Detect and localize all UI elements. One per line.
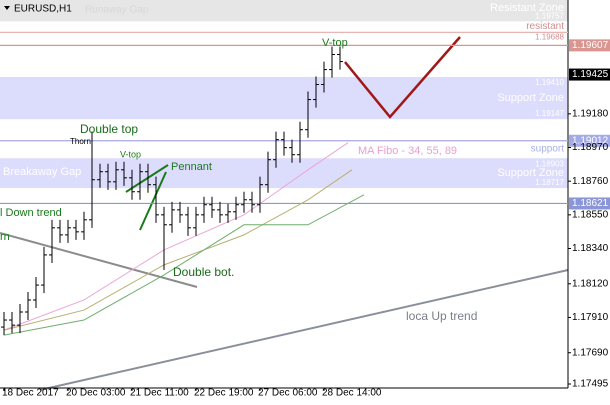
annotation: Breakaway Gap xyxy=(3,166,81,178)
annotation: V-top xyxy=(120,149,141,159)
pennant-line xyxy=(125,164,169,193)
zone-name: Resistant Zone xyxy=(490,2,564,14)
zone-high-label: 1.18903 xyxy=(535,159,564,168)
projection-line xyxy=(344,36,461,119)
zone xyxy=(0,76,568,120)
y-tick-label: 1.18550 xyxy=(572,209,609,220)
annotation: rn xyxy=(0,231,10,243)
moving-average xyxy=(3,169,353,331)
zone xyxy=(0,0,568,22)
y-tick-label: 1.18340 xyxy=(572,243,609,254)
zone-low-label: 1.19757 xyxy=(535,11,564,20)
x-tick-label: 20 Dec 03:00 xyxy=(66,388,126,399)
up-trend-line xyxy=(39,269,569,391)
level-label: 1.19607 xyxy=(572,40,609,51)
level-label: 1.18621 xyxy=(572,198,609,209)
level-label: 1.19688 xyxy=(535,32,564,41)
pennant-line xyxy=(139,171,167,231)
moving-average xyxy=(3,194,365,336)
price-label: 1.19425 xyxy=(572,69,609,80)
x-tick-label: 22 Dec 19:00 xyxy=(194,388,254,399)
zone-name: Support Zone xyxy=(497,167,564,179)
down-trend-line xyxy=(0,232,198,288)
zone xyxy=(0,158,568,189)
annotation: V-top xyxy=(322,37,348,49)
level-box xyxy=(569,134,610,147)
y-tick-label: 1.19180 xyxy=(572,108,609,119)
x-tick-label: 18 Dec 2017 xyxy=(2,388,59,399)
annotation: Pennant xyxy=(171,161,212,173)
y-tick-label: 1.17690 xyxy=(572,347,609,358)
y-tick-label: 1.18120 xyxy=(572,278,609,289)
level-label: 1.19012 xyxy=(572,135,609,146)
y-tick-label: 1.17495 xyxy=(572,379,609,390)
y-tick-label: 1.18760 xyxy=(572,176,609,187)
x-tick-label: 28 Dec 14:00 xyxy=(322,388,382,399)
moving-average xyxy=(3,142,349,331)
y-tick-label: 1.17910 xyxy=(572,312,609,323)
ma-label: MA Fibo - 34, 55, 89 xyxy=(358,145,457,157)
annotation: Double bot. xyxy=(173,265,234,279)
annotation: Thorn xyxy=(70,137,91,146)
price-box xyxy=(569,68,610,81)
zone-high-label: 1.19410 xyxy=(535,78,564,87)
level-box xyxy=(569,39,610,52)
x-tick-label: 21 Dec 11:00 xyxy=(130,388,189,399)
annotation: Runaway Gap xyxy=(85,5,149,16)
annotation: l Down trend xyxy=(0,207,62,219)
level-name: support xyxy=(531,143,565,154)
zone-low-label: 1.18717 xyxy=(535,178,564,187)
annotation: loca Up trend xyxy=(406,309,477,323)
x-tick-label: 27 Dec 06:00 xyxy=(258,388,318,399)
menu-arrow[interactable] xyxy=(4,6,10,10)
y-tick-label: 1.18970 xyxy=(572,142,609,153)
zone-low-label: 1.19147 xyxy=(535,109,564,118)
annotation: Double top xyxy=(80,122,138,136)
level-name: resistant xyxy=(526,21,564,32)
level-box xyxy=(569,197,610,210)
chart-title: EURUSD,H1 xyxy=(14,4,72,15)
zone-name: Support Zone xyxy=(497,92,564,104)
